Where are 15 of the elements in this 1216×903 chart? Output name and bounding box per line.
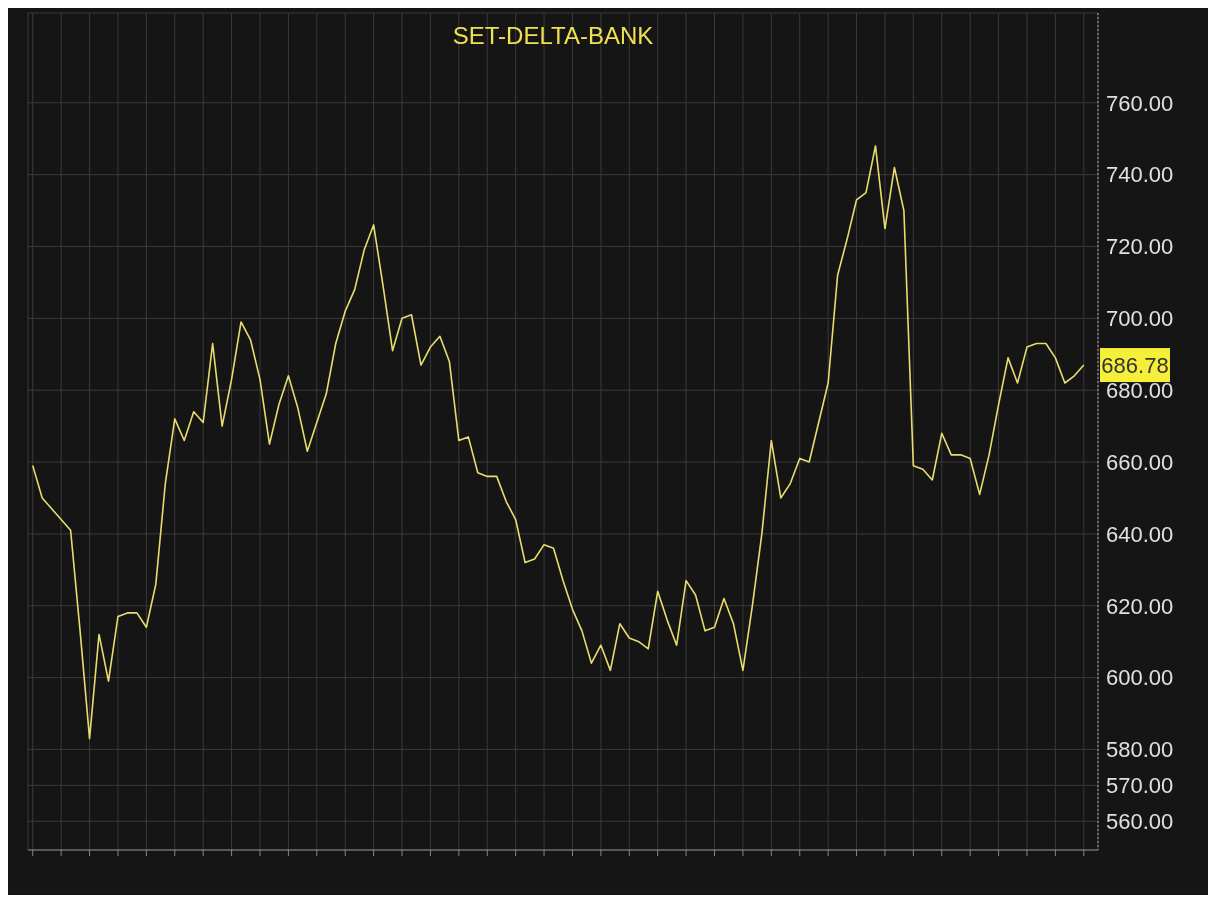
y-tick-label: 720.00 bbox=[1106, 234, 1174, 260]
y-tick-label: 600.00 bbox=[1106, 665, 1174, 691]
text: 686.78 bbox=[1101, 353, 1169, 379]
y-tick-label: 760.00 bbox=[1106, 90, 1174, 116]
chart-title: SET-DELTA-BANK bbox=[451, 22, 655, 50]
y-tick-label: 660.00 bbox=[1106, 449, 1174, 475]
y-tick-label: 680.00 bbox=[1106, 378, 1174, 403]
y-tick-label: 740.00 bbox=[1106, 162, 1174, 188]
y-tick-label: 700.00 bbox=[1106, 306, 1174, 332]
y-tick-label: 620.00 bbox=[1106, 593, 1174, 619]
y-tick-label: 580.00 bbox=[1106, 737, 1174, 763]
y-tick-label: 560.00 bbox=[1106, 809, 1174, 835]
y-tick-label: 640.00 bbox=[1106, 521, 1174, 547]
line-series bbox=[31, 145, 1085, 740]
y-tick-label: 570.00 bbox=[1106, 773, 1174, 799]
